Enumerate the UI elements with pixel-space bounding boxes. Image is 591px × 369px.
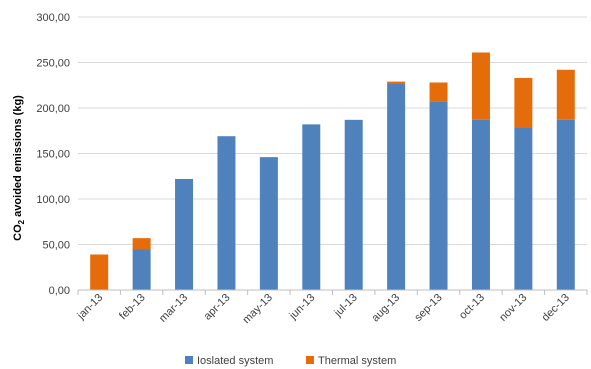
bar-isolated-dec-13 — [556, 119, 575, 290]
bar-isolated-sep-13 — [429, 101, 448, 290]
x-tick-label: mar-13 — [157, 292, 190, 325]
bar-isolated-apr-13 — [217, 136, 236, 290]
y-tick-label: 50,00 — [42, 240, 70, 252]
x-tick-label: jan-13 — [75, 292, 106, 323]
y-tick-label: 100,00 — [36, 194, 70, 206]
y-axis-ticks: 0,00 50,00 100,00 150,00 200,00 250,00 300,00 — [36, 12, 70, 297]
y-axis-label: CO2 avoided emissions (kg) — [12, 95, 26, 241]
y-tick-label: 250,00 — [36, 58, 70, 70]
legend-label-isolated: Ioslated system — [197, 355, 273, 367]
legend-label-thermal: Thermal system — [318, 355, 396, 367]
bar-thermal-oct-13 — [471, 52, 490, 120]
legend-swatch-isolated — [185, 356, 193, 364]
y-axis-label-suffix: avoided emissions (kg) — [12, 95, 24, 220]
legend: Ioslated system Thermal system — [185, 355, 396, 367]
y-axis-label-prefix: CO — [12, 224, 24, 241]
bar-isolated-jun-13 — [302, 124, 321, 290]
bar-isolated-oct-13 — [471, 119, 490, 290]
x-tick-label: apr-13 — [202, 292, 233, 323]
x-axis-ticks: jan-13 feb-13 mar-13 apr-13 may-13 jun-13 jul-… — [75, 290, 588, 326]
bar-isolated-mar-13 — [175, 178, 194, 290]
bar-isolated-nov-13 — [514, 127, 533, 290]
bar-thermal-aug-13 — [387, 81, 406, 84]
y-tick-label: 200,00 — [36, 103, 70, 115]
legend-swatch-thermal — [306, 356, 314, 364]
bar-thermal-jan-13 — [90, 254, 109, 290]
bars — [90, 52, 575, 291]
y-tick-label: 0,00 — [49, 285, 70, 297]
bar-thermal-sep-13 — [429, 82, 448, 102]
x-tick-label: jun-13 — [287, 292, 318, 323]
bar-isolated-jul-13 — [344, 119, 363, 290]
x-tick-label: oct-13 — [457, 292, 487, 322]
bar-isolated-may-13 — [259, 157, 278, 290]
x-tick-label: jul-13 — [332, 292, 360, 320]
x-tick-label: feb-13 — [117, 292, 148, 323]
y-tick-label: 300,00 — [36, 12, 70, 24]
y-tick-label: 150,00 — [36, 149, 70, 161]
bar-thermal-feb-13 — [132, 238, 151, 250]
x-tick-label: sep-13 — [412, 292, 444, 324]
x-tick-label: dec-13 — [540, 292, 572, 324]
bar-isolated-feb-13 — [132, 249, 151, 290]
bar-thermal-dec-13 — [556, 69, 575, 120]
gridlines — [78, 16, 587, 245]
y-axis-label-subscript: 2 — [17, 219, 26, 224]
bar-thermal-nov-13 — [514, 77, 533, 128]
x-tick-label: nov-13 — [497, 292, 529, 324]
x-tick-label: aug-13 — [370, 292, 403, 325]
x-tick-label: may-13 — [241, 292, 275, 326]
bar-isolated-aug-13 — [387, 83, 406, 291]
